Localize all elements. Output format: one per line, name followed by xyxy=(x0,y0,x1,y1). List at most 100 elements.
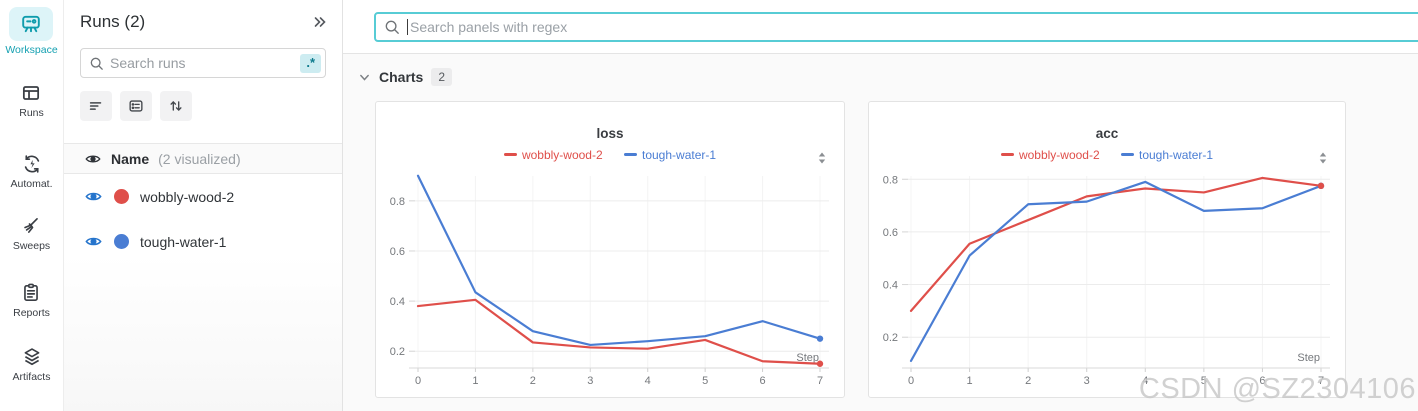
svg-text:4: 4 xyxy=(645,375,651,387)
runs-search-box: .* xyxy=(80,48,326,78)
name-column-label: Name xyxy=(111,150,150,167)
legend-item[interactable]: wobbly-wood-2 xyxy=(503,148,603,162)
workspace-header xyxy=(343,0,1418,54)
text-cursor xyxy=(407,18,408,35)
run-color-dot xyxy=(114,189,129,204)
svg-text:2: 2 xyxy=(530,375,536,387)
svg-text:Step: Step xyxy=(1297,352,1320,364)
run-row-tough-water-1[interactable]: tough-water-1 xyxy=(64,219,342,264)
runs-search-input[interactable] xyxy=(110,55,301,71)
legend-dash xyxy=(503,153,517,156)
chevron-down-icon xyxy=(358,71,371,84)
svg-text:0.8: 0.8 xyxy=(390,196,405,208)
nav-item-reports[interactable]: Reports xyxy=(13,282,50,319)
workspace-icon xyxy=(19,13,43,35)
svg-text:0.2: 0.2 xyxy=(390,346,405,358)
search-icon xyxy=(384,19,400,35)
loss-line-chart[interactable]: 0 1 2 3 4 5 6 7 0.2 0.4 0.6 0.8 Step xyxy=(385,168,835,396)
nav-item-artifacts[interactable]: Artifacts xyxy=(12,346,51,383)
legend-item[interactable]: tough-water-1 xyxy=(624,148,716,162)
svg-text:5: 5 xyxy=(702,375,708,387)
nav-item-sweeps[interactable]: Sweeps xyxy=(13,215,50,252)
automations-icon xyxy=(21,153,43,175)
legend-dash xyxy=(1121,153,1134,156)
nav-label: Automat. xyxy=(10,178,53,190)
chart-panel-acc[interactable]: acc wobbly-wood-2 tough-water-1 xyxy=(868,101,1346,398)
charts-row: loss wobbly-wood-2 tough-water-1 xyxy=(375,101,1418,398)
charts-count-badge: 2 xyxy=(431,68,453,86)
chart-title: acc xyxy=(1095,126,1119,141)
workspace-main: Charts 2 loss wobbly-wood-2 tough-water-… xyxy=(343,0,1418,411)
svg-text:0: 0 xyxy=(415,375,421,387)
artifacts-icon xyxy=(21,346,43,368)
svg-text:0.4: 0.4 xyxy=(390,296,405,308)
sort-runs-button[interactable] xyxy=(160,91,192,121)
chart-legend: wobbly-wood-2 tough-water-1 xyxy=(376,145,844,162)
visibility-eye-icon[interactable] xyxy=(84,232,103,251)
svg-text:4: 4 xyxy=(1142,375,1148,387)
nav-item-runs[interactable]: Runs xyxy=(19,82,44,119)
svg-text:3: 3 xyxy=(587,375,593,387)
run-name: wobbly-wood-2 xyxy=(140,188,235,205)
svg-text:0.6: 0.6 xyxy=(390,246,405,258)
nav-label: Artifacts xyxy=(12,371,51,383)
svg-text:7: 7 xyxy=(1318,375,1324,387)
nav-item-automations[interactable]: Automat. xyxy=(10,153,53,190)
visibility-eye-icon[interactable] xyxy=(84,187,103,206)
nav-label: Sweeps xyxy=(12,240,51,252)
nav-label: Reports xyxy=(13,307,50,319)
charts-section-label: Charts xyxy=(379,69,424,85)
svg-text:0.4: 0.4 xyxy=(883,280,898,292)
run-row-wobbly-wood-2[interactable]: wobbly-wood-2 xyxy=(64,174,342,219)
panel-sort-icon[interactable] xyxy=(816,150,828,171)
legend-item[interactable]: tough-water-1 xyxy=(1121,148,1213,162)
nav-label: Workspace xyxy=(5,44,58,56)
search-icon xyxy=(89,56,104,71)
svg-text:0.8: 0.8 xyxy=(883,174,898,186)
chart-title: loss xyxy=(596,126,624,141)
nav-label: Runs xyxy=(19,107,44,119)
svg-text:3: 3 xyxy=(1084,375,1090,387)
svg-text:7: 7 xyxy=(817,375,823,387)
svg-text:0: 0 xyxy=(908,375,914,387)
chart-legend: wobbly-wood-2 tough-water-1 xyxy=(869,145,1345,162)
runs-panel-title: Runs (2) xyxy=(80,12,146,31)
legend-item[interactable]: wobbly-wood-2 xyxy=(1000,147,1100,162)
runs-icon xyxy=(20,82,42,104)
charts-area: Charts 2 loss wobbly-wood-2 tough-water-… xyxy=(343,54,1418,411)
manage-columns-button[interactable] xyxy=(120,91,152,121)
svg-text:6: 6 xyxy=(1259,375,1265,387)
legend-dash xyxy=(624,153,637,156)
acc-line-chart[interactable]: 0 1 2 3 4 5 6 7 0.2 0.4 0.6 0.8 Step xyxy=(878,168,1336,396)
chart-panel-loss[interactable]: loss wobbly-wood-2 tough-water-1 xyxy=(375,101,845,398)
svg-text:6: 6 xyxy=(760,375,766,387)
visibility-all-icon[interactable] xyxy=(84,150,102,168)
panel-search-input[interactable] xyxy=(410,18,1418,35)
svg-text:Step: Step xyxy=(796,352,819,364)
run-name: tough-water-1 xyxy=(140,233,227,250)
legend-label: tough-water-1 xyxy=(1139,147,1214,162)
svg-text:5: 5 xyxy=(1201,375,1207,387)
runs-panel: Runs (2) .* xyxy=(64,0,343,411)
regex-toggle-button[interactable]: .* xyxy=(300,53,321,73)
svg-text:1: 1 xyxy=(472,375,478,387)
svg-text:0.2: 0.2 xyxy=(883,332,898,344)
nav-item-workspace[interactable]: Workspace xyxy=(5,7,58,56)
visualized-count-label: (2 visualized) xyxy=(158,150,241,167)
legend-label: tough-water-1 xyxy=(642,147,717,162)
charts-section-header[interactable]: Charts 2 xyxy=(358,68,453,86)
reports-icon xyxy=(20,282,42,304)
filter-runs-button[interactable] xyxy=(80,91,112,121)
left-nav-bar: Workspace Runs Automat. xyxy=(0,0,64,411)
panel-sort-icon[interactable] xyxy=(1317,150,1329,171)
collapse-panel-icon[interactable] xyxy=(312,14,328,30)
panel-search-box xyxy=(374,11,1418,42)
legend-dash xyxy=(1000,153,1014,156)
svg-text:2: 2 xyxy=(1025,375,1031,387)
legend-label: wobbly-wood-2 xyxy=(1018,147,1100,162)
svg-text:1: 1 xyxy=(967,375,973,387)
svg-text:0.6: 0.6 xyxy=(883,227,898,239)
run-color-dot xyxy=(114,234,129,249)
runs-table-header: Name (2 visualized) xyxy=(64,143,342,174)
